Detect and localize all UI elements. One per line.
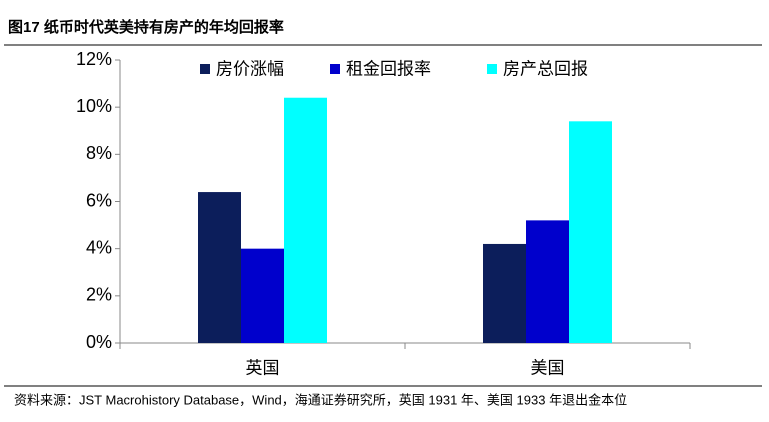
chart-title: 图17 纸币时代英美持有房产的年均回报率 <box>8 18 284 36</box>
y-tick-label: 10% <box>76 96 112 116</box>
y-tick-label: 0% <box>86 332 112 352</box>
bar <box>569 121 612 343</box>
source-note: 资料来源：JST Macrohistory Database，Wind，海通证券… <box>14 392 627 407</box>
y-tick-label: 6% <box>86 190 112 210</box>
legend-swatch <box>330 64 340 74</box>
legend-label: 房价涨幅 <box>216 59 284 78</box>
legend-label: 房产总回报 <box>503 59 588 78</box>
legend-swatch <box>200 64 210 74</box>
bar <box>241 248 284 343</box>
y-tick-label: 4% <box>86 237 112 257</box>
y-tick-label: 2% <box>86 285 112 305</box>
bar <box>284 97 327 343</box>
x-tick-label: 美国 <box>531 358 565 377</box>
bar <box>526 220 569 343</box>
legend-swatch <box>487 64 497 74</box>
x-tick-label: 英国 <box>246 358 280 377</box>
legend-label: 租金回报率 <box>346 59 431 78</box>
bar <box>483 243 526 343</box>
bar <box>198 192 241 343</box>
y-tick-label: 12% <box>76 49 112 69</box>
y-tick-label: 8% <box>86 143 112 163</box>
